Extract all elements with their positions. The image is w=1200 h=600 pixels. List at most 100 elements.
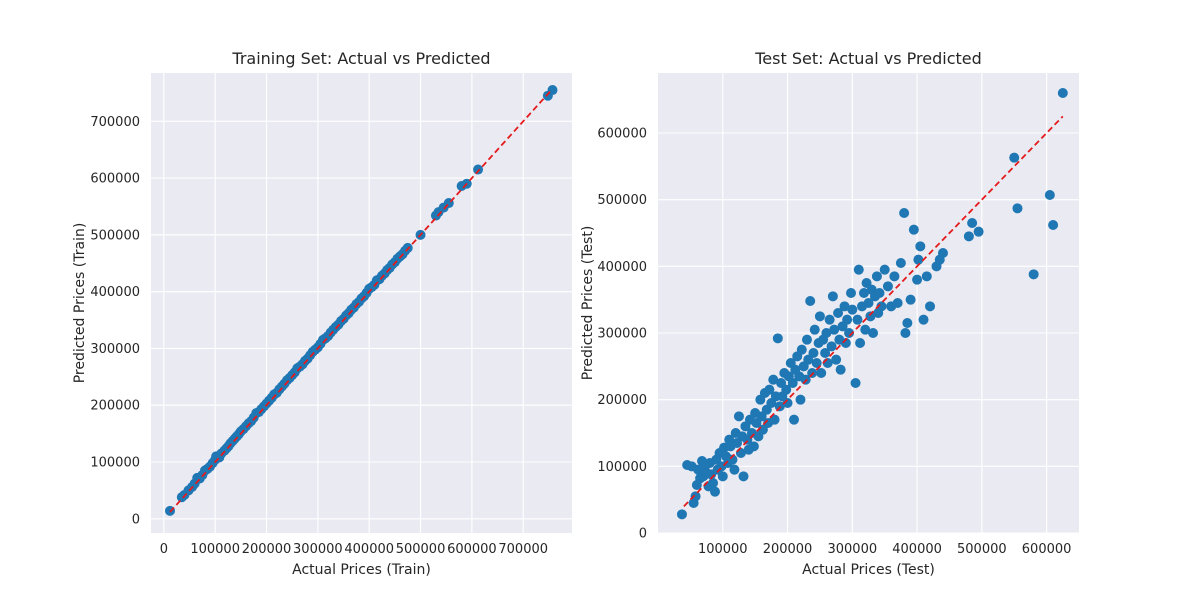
- test-data-point: [733, 411, 744, 422]
- test-data-point: [708, 478, 719, 488]
- test-data-point: [814, 311, 825, 322]
- test-data-point: [807, 368, 818, 378]
- test-data-point: [774, 401, 785, 412]
- test-data-point: [768, 374, 779, 385]
- test-reference-line: [683, 115, 1064, 507]
- test-chart-title: Test Set: Actual vs Predicted: [754, 49, 982, 68]
- test-data-point: [847, 304, 858, 315]
- test-data-point: [912, 274, 923, 285]
- test-data-point: [690, 491, 701, 502]
- test-data-point: [808, 348, 819, 358]
- test-data-point: [860, 324, 871, 335]
- test-y-tick-label: 500000: [597, 193, 647, 208]
- test-x-tick-label: 500000: [957, 542, 1007, 557]
- test-data-point: [973, 226, 984, 237]
- test-data-point: [805, 296, 816, 306]
- test-data-point: [876, 301, 887, 312]
- train-y-tick-labels: 0 100000 200000 300000 400000 500000 600000 700…: [90, 115, 140, 528]
- test-data-point: [781, 384, 792, 395]
- train-x-tick-labels: 0 100000 200000 300000 400000 500000 600000 700…: [160, 542, 548, 557]
- test-x-tick-label: 400000: [892, 542, 942, 557]
- train-x-tick-label: 700000: [498, 542, 548, 557]
- test-x-tick-label: 300000: [827, 542, 877, 557]
- train-y-gridlines: [151, 120, 572, 520]
- test-data-point: [853, 264, 864, 275]
- test-data-point: [829, 324, 840, 335]
- test-data-point: [1012, 203, 1023, 214]
- test-data-point: [769, 414, 780, 425]
- test-y-tick-label: 400000: [597, 260, 647, 275]
- test-data-point: [918, 314, 929, 325]
- test-data-point: [1044, 190, 1055, 200]
- train-y-axis-label: Predicted Prices (Train): [72, 223, 88, 384]
- test-data-point: [858, 288, 869, 298]
- test-data-point: [676, 509, 687, 520]
- test-y-tick-label: 600000: [597, 127, 647, 142]
- test-data-point: [748, 441, 759, 452]
- test-x-tick-labels: 100000 200000 300000 400000 500000 600000: [698, 542, 1071, 557]
- test-data-point: [772, 333, 783, 344]
- train-y-tick-label: 400000: [90, 285, 140, 300]
- train-y-tick-label: 300000: [90, 342, 140, 357]
- test-data-point: [963, 231, 974, 242]
- test-y-tick-label: 0: [639, 527, 647, 542]
- test-data-point: [787, 378, 798, 388]
- test-data-point: [809, 324, 820, 335]
- test-data-point: [1048, 220, 1059, 230]
- test-data-point: [727, 454, 738, 465]
- test-x-tick-label: 100000: [698, 542, 748, 557]
- test-data-point: [833, 308, 844, 318]
- test-data-point: [937, 248, 948, 258]
- test-data-point: [842, 314, 853, 325]
- test-data-point: [738, 471, 749, 482]
- test-data-point: [863, 298, 874, 308]
- test-data-point: [899, 208, 910, 218]
- test-data-point: [800, 374, 811, 385]
- test-points: [676, 88, 1068, 520]
- test-y-axis-label: Predicted Prices (Test): [580, 226, 596, 381]
- train-y-tick-label: 500000: [90, 228, 140, 243]
- test-data-point: [855, 338, 866, 348]
- train-x-tick-label: 300000: [293, 542, 343, 557]
- test-data-point: [789, 414, 800, 425]
- test-data-point: [915, 241, 926, 252]
- train-y-tick-label: 0: [132, 512, 140, 527]
- test-data-point: [905, 294, 916, 305]
- train-x-tick-label: 400000: [344, 542, 394, 557]
- test-data-point: [840, 338, 851, 348]
- test-data-point: [1009, 152, 1020, 163]
- test-data-point: [900, 328, 911, 338]
- test-data-point: [801, 334, 812, 345]
- test-data-point: [816, 368, 827, 378]
- test-data-point: [868, 328, 879, 338]
- test-data-point: [764, 384, 775, 395]
- test-data-point: [895, 258, 906, 268]
- test-data-point: [710, 486, 720, 497]
- test-data-point: [879, 264, 890, 275]
- test-data-point: [874, 288, 885, 298]
- test-data-point: [850, 378, 861, 388]
- test-data-point: [892, 298, 903, 308]
- test-y-tick-label: 200000: [597, 393, 647, 408]
- test-data-point: [844, 328, 855, 338]
- train-scatter-panel: 0 100000 200000 300000 400000 500000 600000 700…: [72, 49, 572, 578]
- test-data-point: [839, 301, 850, 312]
- train-y-tick-label: 200000: [90, 399, 140, 414]
- train-y-tick-label: 600000: [90, 172, 140, 187]
- test-y-tick-label: 100000: [597, 460, 647, 475]
- test-data-point: [882, 281, 893, 292]
- test-data-point: [821, 328, 832, 338]
- test-data-point: [835, 364, 846, 375]
- test-data-point: [811, 358, 822, 368]
- test-scatter-panel: 100000 200000 300000 400000 500000 600000 0 10…: [580, 49, 1079, 578]
- train-x-tick-label: 200000: [242, 542, 292, 557]
- train-y-tick-label: 100000: [90, 456, 140, 471]
- test-data-point: [908, 224, 919, 235]
- train-x-tick-label: 600000: [447, 542, 497, 557]
- test-data-point: [902, 318, 913, 328]
- test-data-point: [871, 271, 882, 282]
- train-y-tick-label: 700000: [90, 115, 140, 130]
- train-data-point: [473, 164, 484, 175]
- train-chart-title: Training Set: Actual vs Predicted: [231, 49, 490, 68]
